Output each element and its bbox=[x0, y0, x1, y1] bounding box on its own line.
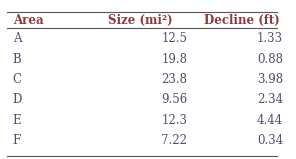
Text: Decline (ft): Decline (ft) bbox=[204, 14, 280, 27]
Text: 1.33: 1.33 bbox=[257, 32, 283, 45]
Text: 0.34: 0.34 bbox=[257, 134, 283, 147]
Text: B: B bbox=[13, 53, 21, 66]
Text: 19.8: 19.8 bbox=[161, 53, 187, 66]
Text: 9.56: 9.56 bbox=[161, 93, 187, 106]
Text: 4.44: 4.44 bbox=[257, 114, 283, 127]
Text: C: C bbox=[13, 73, 22, 86]
Text: 12.3: 12.3 bbox=[161, 114, 187, 127]
Text: 23.8: 23.8 bbox=[161, 73, 187, 86]
Text: F: F bbox=[13, 134, 21, 147]
Text: Area: Area bbox=[13, 14, 43, 27]
Text: 7.22: 7.22 bbox=[161, 134, 187, 147]
Text: A: A bbox=[13, 32, 21, 45]
Text: Size (mi²): Size (mi²) bbox=[108, 14, 173, 27]
Text: 2.34: 2.34 bbox=[257, 93, 283, 106]
Text: D: D bbox=[13, 93, 22, 106]
Text: E: E bbox=[13, 114, 21, 127]
Text: 3.98: 3.98 bbox=[257, 73, 283, 86]
Text: 0.88: 0.88 bbox=[257, 53, 283, 66]
Text: 12.5: 12.5 bbox=[161, 32, 187, 45]
